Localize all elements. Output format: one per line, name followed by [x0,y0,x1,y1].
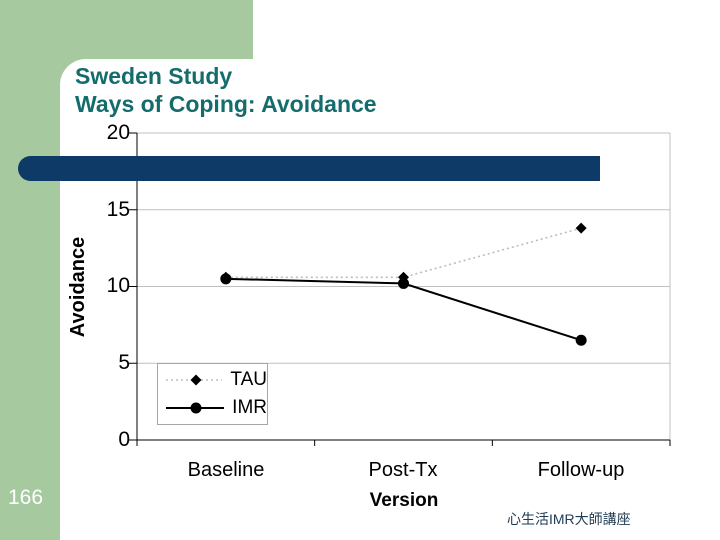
x-category-baseline: Baseline [187,459,265,481]
legend-row-imr: IMR [158,395,267,421]
y-tick-label-0: 0 [118,428,130,451]
slide-title-line2: Ways of Coping: Avoidance [75,91,377,117]
page-number: 166 [8,486,44,509]
chart-legend: TAU IMR [157,363,268,425]
legend-imr-sample-icon [166,402,225,414]
accent-bar [18,156,600,181]
x-axis-title: Version [369,490,439,511]
y-tick-label-15: 15 [106,198,130,221]
y-tick-label-10: 10 [106,274,130,297]
legend-row-tau: TAU [158,367,267,393]
marker-diamond-tau [575,222,587,234]
legend-label-tau: TAU [230,368,267,390]
y-tick-label-5: 5 [118,351,130,374]
footer-note: 心生活IMR大師講座 [507,511,631,527]
slide-title: Sweden Study Ways of Coping: Avoidance [75,62,377,118]
marker-circle-imr [575,334,587,346]
y-tick-label-20: 20 [106,121,130,144]
y-axis-title: Avoidance [67,236,89,338]
marker-circle-imr [220,273,232,285]
x-category-post-tx: Post-Tx [368,459,438,481]
content-card [60,59,720,540]
slide-title-line1: Sweden Study [75,63,233,89]
legend-tau-sample-icon [166,374,223,386]
accent-sidebar [0,0,60,540]
x-category-follow-up: Follow-up [537,459,625,481]
legend-label-imr: IMR [232,397,267,419]
series-line-tau [225,227,582,279]
marker-circle-imr [398,277,409,289]
